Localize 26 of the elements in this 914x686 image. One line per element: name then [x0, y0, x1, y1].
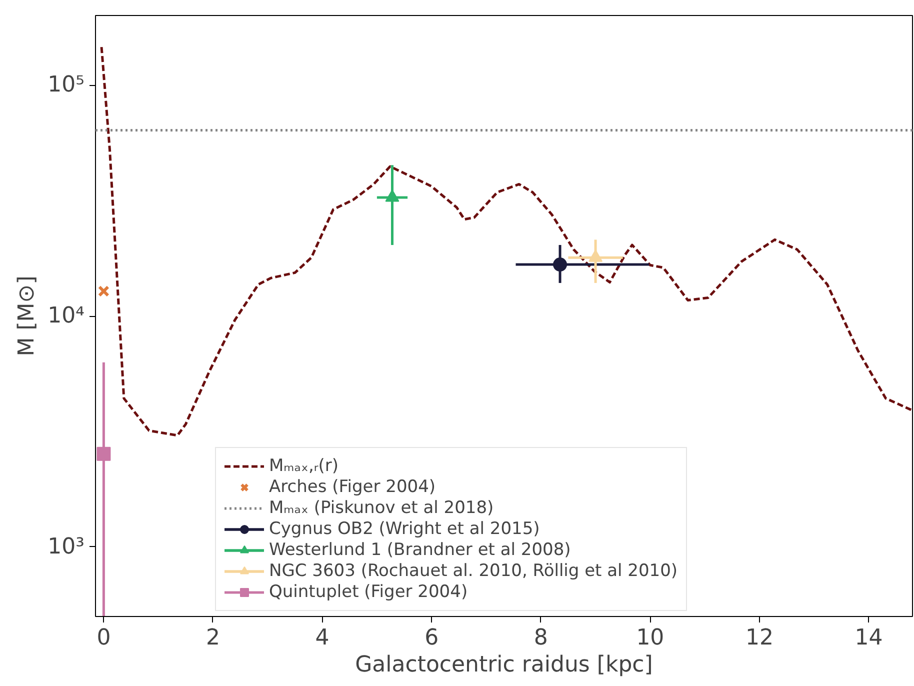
- x-tick-label: 12: [745, 626, 774, 650]
- point: [588, 250, 603, 262]
- x-tick-label: 4: [315, 626, 330, 650]
- y-tick-label: 10⁴: [48, 304, 85, 328]
- legend-label: Mₘₐₓ (Piskunov et al 2018): [269, 498, 494, 518]
- x-tick-label: 0: [96, 626, 111, 650]
- legend-label: NGC 3603 (Rochauet al. 2010, Röllig et al 2010): [269, 561, 678, 581]
- x-tick-label: 6: [424, 626, 439, 650]
- point: [96, 446, 111, 461]
- legend-label: Quintuplet (Figer 2004): [269, 582, 468, 602]
- legend-label: Westerlund 1 (Brandner et al 2008): [269, 540, 571, 560]
- y-tick-label: 10³: [48, 534, 85, 560]
- x-tick-label: 10: [636, 626, 664, 650]
- legend-label: Arches (Figer 2004): [269, 477, 436, 497]
- legend-label: Mₘₐₓ,ᵣ(r): [269, 456, 339, 476]
- point: [553, 258, 568, 272]
- line-series: [100, 46, 912, 437]
- x-tick-label: 14: [854, 626, 883, 650]
- point: [385, 189, 400, 202]
- point: [98, 285, 110, 297]
- x-axis-title: Galactocentric raidus [kpc]: [355, 652, 653, 678]
- legend-label: Cygnus OB2 (Wright et al 2015): [269, 519, 540, 539]
- x-tick-label: 8: [534, 626, 548, 650]
- x-tick-label: 2: [206, 626, 220, 650]
- y-axis-title: M [M⊙]: [14, 276, 40, 356]
- y-tick-label: 10⁵: [48, 72, 85, 98]
